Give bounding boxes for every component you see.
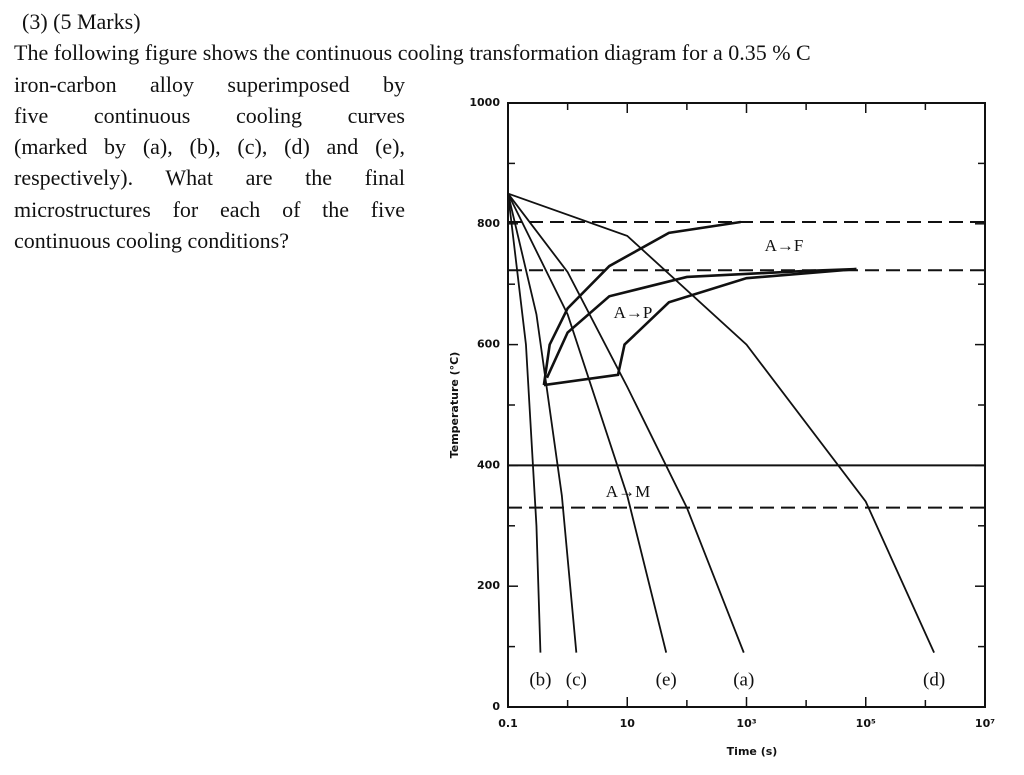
curve-label: (d) [923,669,945,690]
question-line: The following figure shows the continuou… [14,40,811,65]
x-tick-label: 10 [620,717,636,730]
curve-label: (a) [733,669,754,690]
boundary [543,267,857,387]
y-tick-label: 400 [477,458,500,471]
y-tick-label: 800 [477,217,500,230]
cooling-curve [507,193,668,653]
question-line: iron-carbon alloy superimposed by [14,72,405,97]
cooling-curve [507,192,935,654]
x-tick-label: 10³ [736,717,756,730]
x-tick-label: 10⁷ [975,717,995,730]
curve-label: (c) [566,669,587,690]
y-tick-label: 600 [477,338,500,351]
annotation: A→F [765,236,804,255]
plot-frame [507,102,986,708]
cooling-curve [507,193,542,653]
y-tick-label: 0 [492,700,500,713]
x-axis-title: Time (s) [727,745,778,758]
question-line: microstructures for each of the five [14,197,405,222]
question-line: respectively). What are the final [14,165,405,190]
y-axis-title: Temperature (°C) [448,352,461,459]
annotation: A→M [606,482,650,501]
annotation: A→P [614,303,653,322]
cooling-curve [507,193,745,653]
question-heading: (3) (5 Marks) [22,9,141,34]
x-tick-label: 0.1 [498,717,518,730]
y-tick-label: 200 [477,579,500,592]
boundary [545,267,857,379]
question-line: (marked by (a), (b), (c), (d) and (e), [14,134,405,159]
y-tick-label: 1000 [469,96,500,109]
question-line: continuous cooling conditions? [14,228,289,253]
boundary [542,220,741,386]
question-line: five continuous cooling curves [14,103,405,128]
curve-label: (e) [656,669,677,690]
cooling-curve [507,193,578,653]
curve-label: (b) [529,669,551,690]
x-tick-label: 10⁵ [856,717,876,730]
